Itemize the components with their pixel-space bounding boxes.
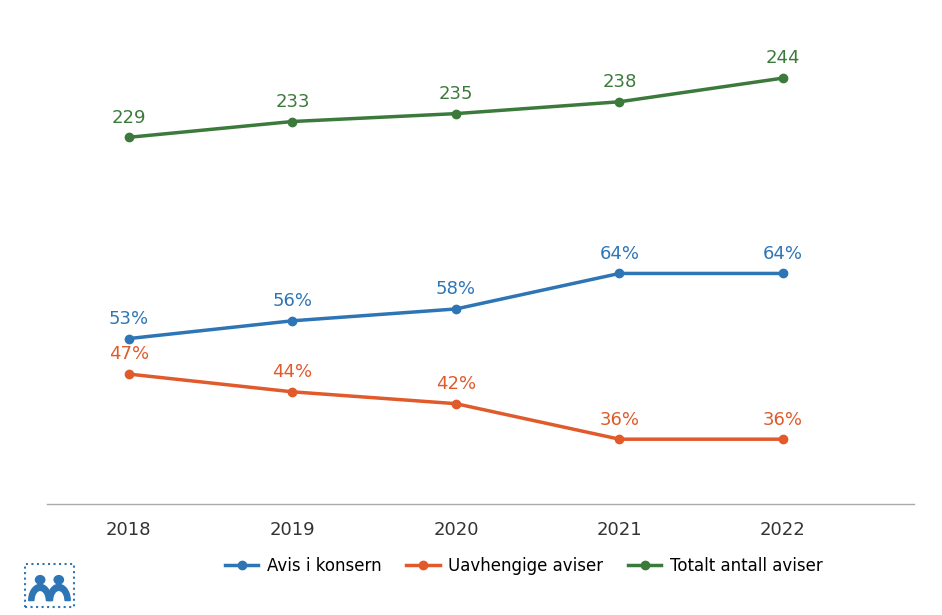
Text: 42%: 42% (436, 375, 476, 393)
Text: 235: 235 (439, 85, 473, 103)
Text: 244: 244 (766, 49, 800, 68)
Circle shape (54, 576, 63, 584)
Text: 238: 238 (602, 73, 637, 91)
Text: 58%: 58% (436, 280, 476, 298)
Text: 56%: 56% (272, 292, 313, 310)
Text: 233: 233 (275, 93, 310, 111)
Polygon shape (29, 584, 52, 600)
Text: 47%: 47% (108, 346, 149, 363)
Text: 36%: 36% (599, 411, 640, 429)
Circle shape (36, 576, 45, 584)
Text: 64%: 64% (599, 245, 640, 263)
Text: 64%: 64% (763, 245, 803, 263)
Polygon shape (47, 584, 70, 600)
Text: 44%: 44% (272, 363, 313, 381)
Text: 53%: 53% (108, 310, 149, 328)
Text: 36%: 36% (763, 411, 803, 429)
Legend: Avis i konsern, Uavhengige aviser, Totalt antall aviser: Avis i konsern, Uavhengige aviser, Total… (219, 550, 829, 581)
Text: 229: 229 (111, 109, 146, 127)
